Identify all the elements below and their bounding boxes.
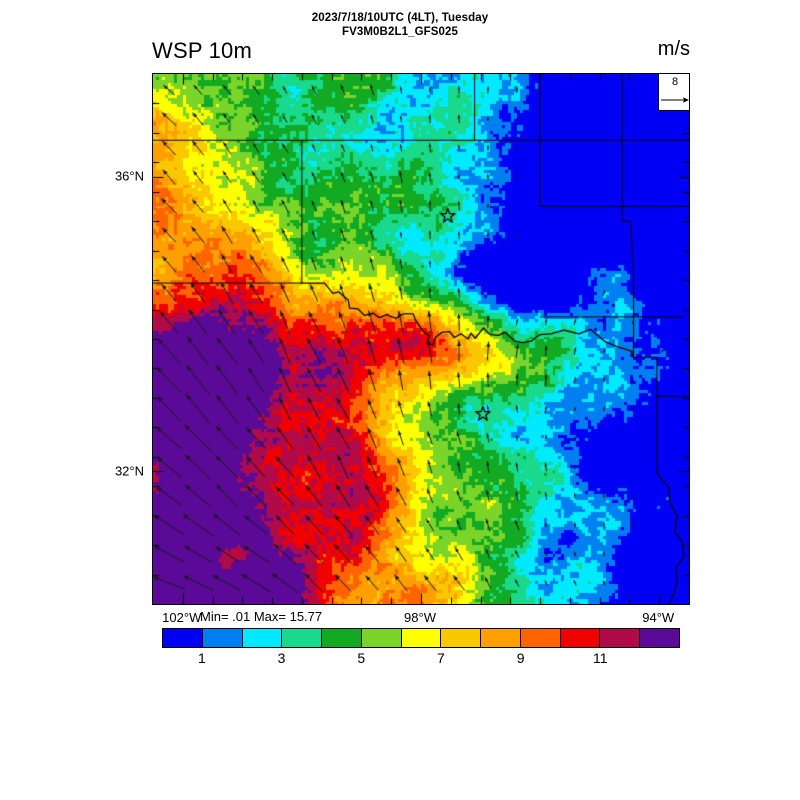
minmax-stats-label: Min= .01 Max= 15.77 (200, 609, 323, 624)
units-label: m/s (657, 38, 690, 60)
x-tick-label-98w: 98°W (404, 610, 436, 625)
y-axis-labels: 36°N 32°N (0, 0, 152, 800)
colorbar-swatch (401, 629, 442, 647)
model-label: FV3M0B2L1_GFS025 (341, 25, 458, 38)
colorbar-swatch (322, 629, 362, 647)
colorbar-swatch (441, 629, 482, 647)
colorbar-tick-label: 9 (516, 650, 525, 666)
colorbar-swatch (242, 629, 283, 647)
colorbar (162, 628, 680, 648)
colorbar-swatch (481, 629, 521, 647)
colorbar-tick-label: 5 (357, 650, 366, 666)
colorbar-tick-label: 3 (277, 650, 286, 666)
arrow-right-icon (661, 97, 689, 103)
colorbar-swatch (361, 629, 402, 647)
colorbar-tick-labels: 1 3 5 7 9 11 (162, 650, 680, 670)
map-plot-area[interactable]: 8 (152, 73, 690, 605)
figure-header: 2023/7/18/10UTC (4LT), Tuesday FV3M0B2L1… (0, 12, 800, 39)
vector-legend-value: 8 (671, 76, 679, 88)
colorbar-swatch (282, 629, 323, 647)
map-overlay-canvas (153, 74, 689, 604)
x-tick-label-102w: 102°W (162, 610, 202, 625)
colorbar-swatch (520, 629, 561, 647)
vector-legend-box: 8 (658, 74, 689, 111)
colorbar-tick-label: 11 (593, 650, 608, 666)
y-tick-label-36n: 36°N (114, 168, 144, 184)
colorbar-swatch (163, 629, 203, 647)
page-title: WSP 10m (152, 38, 253, 63)
colorbar-swatch (560, 629, 601, 647)
datetime-label: 2023/7/18/10UTC (4LT), Tuesday (311, 12, 489, 24)
x-tick-label-94w: 94°W (642, 610, 675, 625)
colorbar-swatch (202, 629, 243, 647)
colorbar-swatch (600, 629, 641, 647)
y-tick-label-32n: 32°N (114, 463, 144, 478)
colorbar-swatch (640, 629, 679, 647)
colorbar-tick-label: 1 (197, 650, 206, 666)
colorbar-tick-label: 7 (437, 650, 445, 666)
